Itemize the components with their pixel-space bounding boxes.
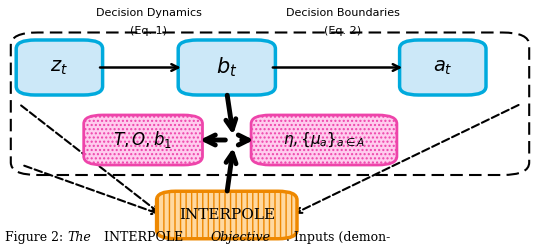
Text: $b_t$: $b_t$ bbox=[216, 56, 238, 79]
Text: INTERPOLE: INTERPOLE bbox=[100, 231, 187, 244]
FancyBboxPatch shape bbox=[178, 40, 275, 95]
Text: (Eq. 1): (Eq. 1) bbox=[130, 26, 167, 36]
Text: $T, O, b_1$: $T, O, b_1$ bbox=[113, 130, 173, 150]
Text: Objective: Objective bbox=[211, 231, 271, 244]
Text: $z_t$: $z_t$ bbox=[50, 58, 69, 77]
Text: Decision Dynamics: Decision Dynamics bbox=[96, 8, 201, 18]
Text: (Eq. 2): (Eq. 2) bbox=[325, 26, 361, 36]
FancyBboxPatch shape bbox=[400, 40, 486, 95]
FancyBboxPatch shape bbox=[84, 115, 202, 165]
Text: . Inputs (demon-: . Inputs (demon- bbox=[286, 231, 390, 244]
Text: Figure 2:: Figure 2: bbox=[5, 231, 68, 244]
Text: $a_t$: $a_t$ bbox=[433, 58, 453, 77]
FancyBboxPatch shape bbox=[251, 115, 397, 165]
Text: INTERPOLE: INTERPOLE bbox=[179, 208, 275, 222]
Text: Decision Boundaries: Decision Boundaries bbox=[286, 8, 400, 18]
Text: The: The bbox=[68, 231, 91, 244]
FancyBboxPatch shape bbox=[157, 191, 297, 239]
Text: $\eta, \{\mu_a\}_{a \in A}$: $\eta, \{\mu_a\}_{a \in A}$ bbox=[283, 131, 365, 149]
FancyBboxPatch shape bbox=[16, 40, 103, 95]
